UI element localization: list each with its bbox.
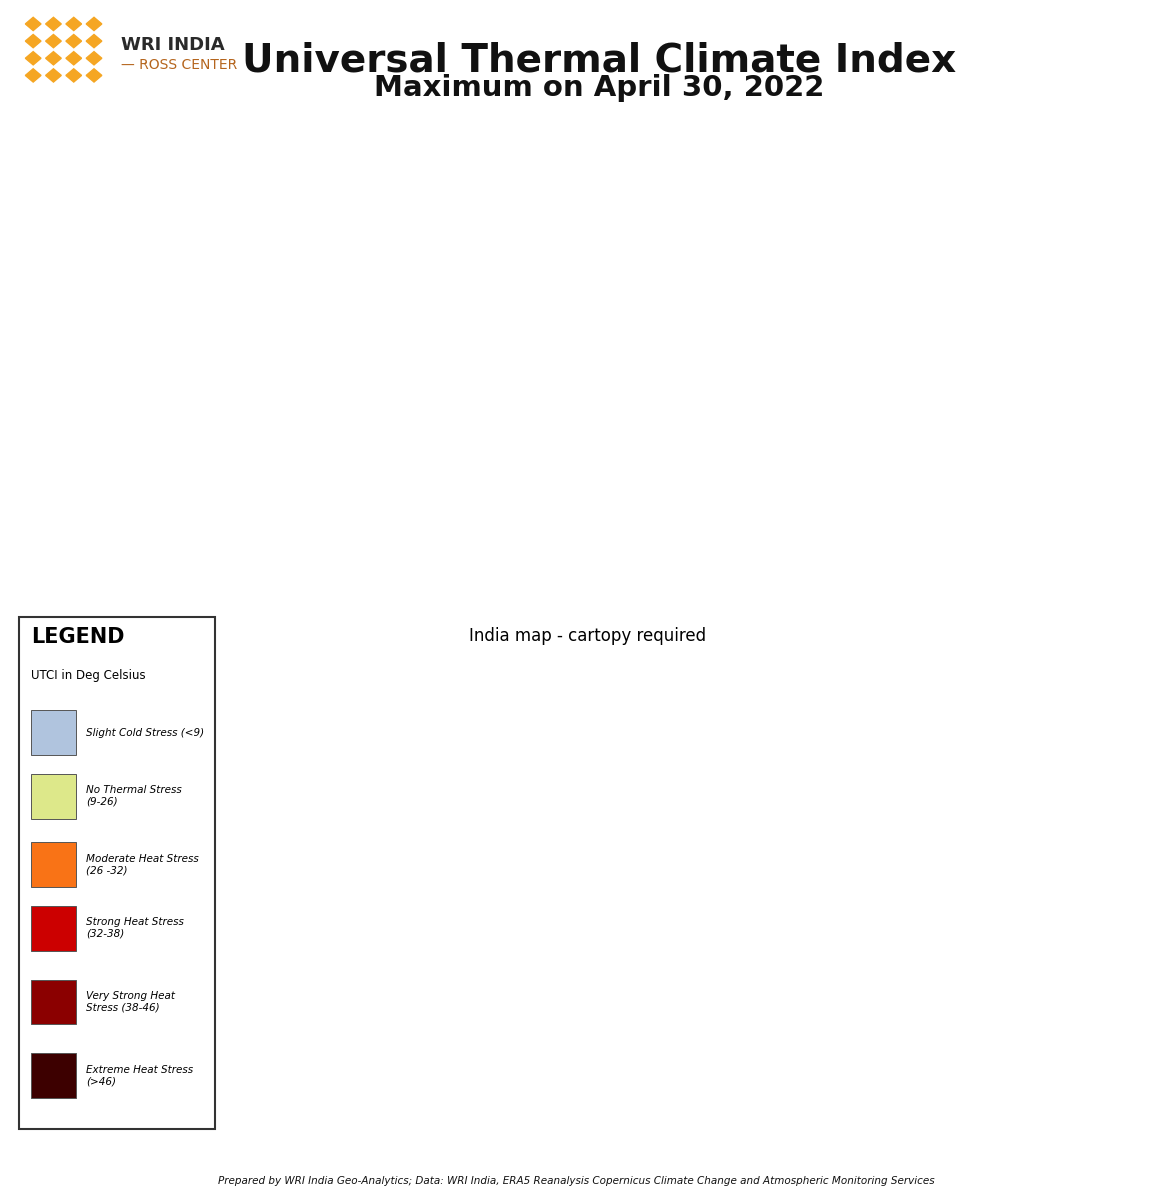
- FancyBboxPatch shape: [31, 1054, 76, 1098]
- FancyBboxPatch shape: [31, 842, 76, 887]
- FancyBboxPatch shape: [31, 979, 76, 1025]
- Text: UTCI in Deg Celsius: UTCI in Deg Celsius: [31, 670, 146, 683]
- Text: Slight Cold Stress (<9): Slight Cold Stress (<9): [85, 727, 204, 738]
- Polygon shape: [25, 35, 41, 48]
- Polygon shape: [66, 17, 82, 30]
- Text: Very Strong Heat
Stress (38-46): Very Strong Heat Stress (38-46): [85, 991, 175, 1013]
- Polygon shape: [66, 68, 82, 82]
- Polygon shape: [86, 52, 101, 65]
- Text: Universal Thermal Climate Index: Universal Thermal Climate Index: [242, 42, 956, 80]
- Text: Strong Heat Stress
(32-38): Strong Heat Stress (32-38): [85, 917, 183, 938]
- Polygon shape: [66, 52, 82, 65]
- FancyBboxPatch shape: [31, 906, 76, 950]
- Polygon shape: [86, 17, 101, 30]
- Polygon shape: [46, 68, 61, 82]
- Polygon shape: [25, 52, 41, 65]
- Polygon shape: [46, 35, 61, 48]
- FancyBboxPatch shape: [31, 774, 76, 818]
- FancyBboxPatch shape: [20, 617, 214, 1129]
- Polygon shape: [46, 17, 61, 30]
- Polygon shape: [25, 68, 41, 82]
- FancyBboxPatch shape: [31, 710, 76, 755]
- Text: Maximum on April 30, 2022: Maximum on April 30, 2022: [374, 74, 824, 102]
- Text: — ROSS CENTER: — ROSS CENTER: [121, 58, 237, 72]
- Text: India map - cartopy required: India map - cartopy required: [469, 626, 706, 646]
- Text: LEGEND: LEGEND: [31, 628, 124, 647]
- Polygon shape: [86, 35, 101, 48]
- Text: No Thermal Stress
(9-26): No Thermal Stress (9-26): [85, 785, 182, 806]
- Polygon shape: [86, 68, 101, 82]
- Polygon shape: [25, 17, 41, 30]
- Polygon shape: [66, 35, 82, 48]
- Polygon shape: [46, 52, 61, 65]
- Text: Prepared by WRI India Geo-Analytics; Data: WRI India, ERA5 Reanalysis Copernicus: Prepared by WRI India Geo-Analytics; Dat…: [218, 1176, 934, 1186]
- Text: Extreme Heat Stress
(>46): Extreme Heat Stress (>46): [85, 1066, 192, 1087]
- Text: WRI INDIA: WRI INDIA: [121, 36, 225, 54]
- Text: Moderate Heat Stress
(26 -32): Moderate Heat Stress (26 -32): [85, 854, 198, 876]
